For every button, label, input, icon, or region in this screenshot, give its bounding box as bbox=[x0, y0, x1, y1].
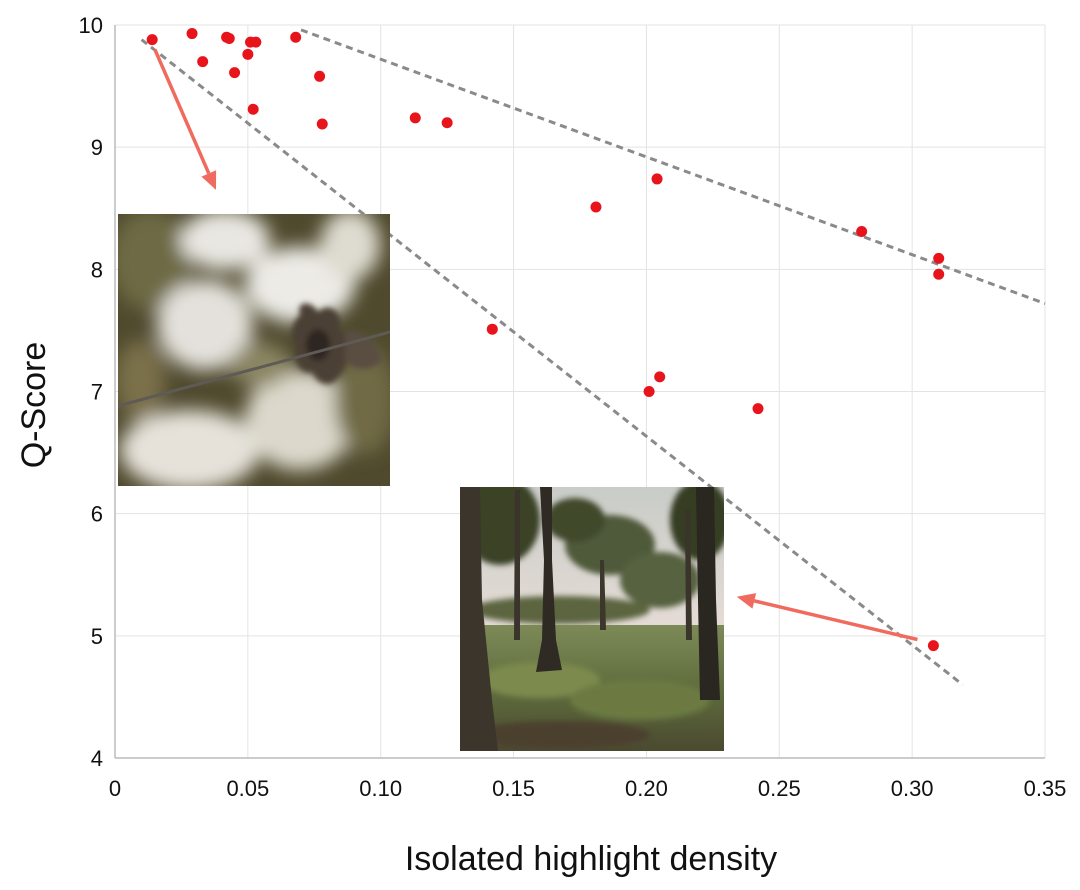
data-point bbox=[752, 403, 764, 415]
reference-lines bbox=[140, 28, 1046, 686]
data-point bbox=[643, 386, 655, 397]
data-point bbox=[856, 225, 868, 237]
data-point bbox=[316, 118, 328, 130]
data-point bbox=[651, 173, 663, 185]
data-point bbox=[250, 36, 262, 48]
arrow-head bbox=[736, 593, 757, 609]
y-tick-labels: 4 5 6 7 8 9 10 bbox=[79, 13, 103, 771]
data-point bbox=[314, 70, 326, 82]
data-point bbox=[247, 103, 259, 115]
dashed-reference-line bbox=[140, 38, 964, 686]
data-point bbox=[290, 31, 302, 43]
y-tick-label: 5 bbox=[91, 624, 103, 649]
x-tick-label: 0.25 bbox=[758, 776, 801, 801]
data-point bbox=[590, 201, 602, 213]
x-tick-labels: 0 0.05 0.10 0.15 0.20 0.25 0.30 0.35 bbox=[109, 776, 1067, 801]
data-point bbox=[654, 371, 666, 383]
annotation-arrow bbox=[736, 593, 918, 642]
x-tick-label: 0.10 bbox=[359, 776, 402, 801]
y-tick-label: 4 bbox=[91, 746, 103, 771]
arrow-shaft bbox=[753, 599, 918, 642]
y-tick-label: 7 bbox=[91, 380, 103, 405]
y-tick-label: 10 bbox=[79, 13, 103, 38]
data-point bbox=[186, 28, 198, 40]
x-tick-label: 0 bbox=[109, 776, 121, 801]
data-point bbox=[486, 323, 498, 335]
arrow-head bbox=[201, 170, 217, 190]
data-point bbox=[927, 640, 939, 652]
y-tick-label: 6 bbox=[91, 502, 103, 527]
arrow-shaft bbox=[153, 48, 211, 175]
dashed-reference-line bbox=[300, 28, 1046, 305]
data-point bbox=[409, 112, 421, 124]
x-tick-label: 0.30 bbox=[891, 776, 934, 801]
x-tick-label: 0.35 bbox=[1024, 776, 1067, 801]
y-tick-label: 9 bbox=[91, 135, 103, 160]
x-axis-title: Isolated highlight density bbox=[405, 840, 777, 878]
data-point bbox=[146, 34, 158, 46]
annotation-arrows bbox=[153, 48, 918, 642]
y-axis-title: Q-Score bbox=[15, 342, 53, 469]
data-point bbox=[197, 56, 209, 68]
annotation-arrow bbox=[153, 48, 217, 190]
data-points bbox=[146, 28, 945, 652]
data-point bbox=[242, 48, 254, 60]
data-point bbox=[933, 252, 945, 264]
x-tick-label: 0.15 bbox=[492, 776, 535, 801]
forest-clearing-photo bbox=[460, 487, 724, 751]
data-point bbox=[933, 268, 945, 280]
data-point bbox=[229, 67, 241, 79]
data-point bbox=[223, 32, 235, 44]
plot-frame bbox=[114, 25, 1045, 759]
x-tick-label: 0.05 bbox=[226, 776, 269, 801]
x-tick-label: 0.20 bbox=[625, 776, 668, 801]
blurred-fence-insulator-photo bbox=[118, 214, 390, 486]
data-point bbox=[441, 117, 453, 129]
y-tick-label: 8 bbox=[91, 257, 103, 282]
